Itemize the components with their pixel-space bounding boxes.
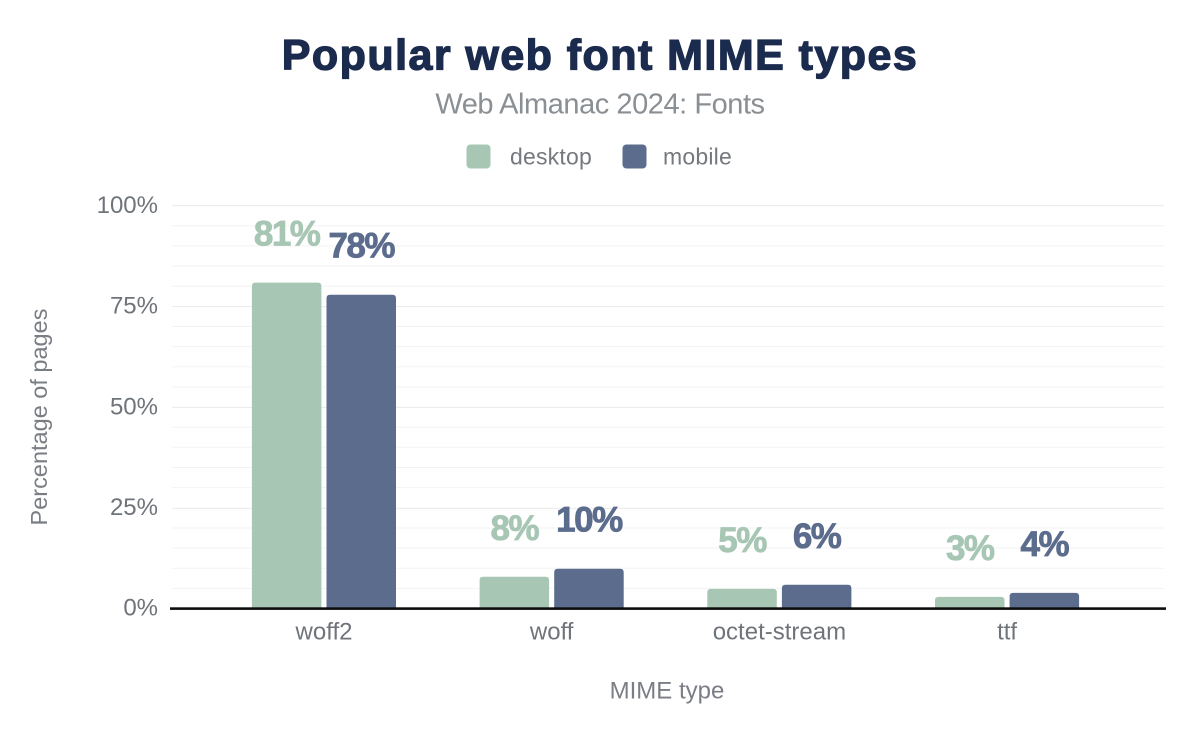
svg-text:Popular web font MIME types: Popular web font MIME types [282,32,918,80]
svg-text:woff: woff [529,619,574,646]
svg-text:4%: 4% [1021,525,1070,564]
svg-text:mobile: mobile [663,144,732,170]
svg-text:0%: 0% [123,595,158,622]
svg-text:6%: 6% [793,517,842,556]
svg-text:woff2: woff2 [295,619,353,646]
svg-text:25%: 25% [110,494,158,521]
svg-text:78%: 78% [328,227,395,266]
svg-text:desktop: desktop [510,144,592,170]
svg-text:5%: 5% [718,521,767,560]
svg-text:10%: 10% [556,501,623,540]
svg-text:Percentage of pages: Percentage of pages [26,309,52,526]
svg-text:3%: 3% [946,529,995,568]
svg-text:81%: 81% [254,215,321,254]
svg-text:100%: 100% [97,192,158,219]
svg-text:75%: 75% [110,293,158,320]
svg-text:50%: 50% [110,393,158,420]
svg-text:MIME type: MIME type [610,678,725,705]
svg-text:octet-stream: octet-stream [713,619,846,646]
svg-text:8%: 8% [491,509,540,548]
svg-text:ttf: ttf [997,619,1017,646]
svg-text:Web Almanac 2024: Fonts: Web Almanac 2024: Fonts [435,89,764,121]
